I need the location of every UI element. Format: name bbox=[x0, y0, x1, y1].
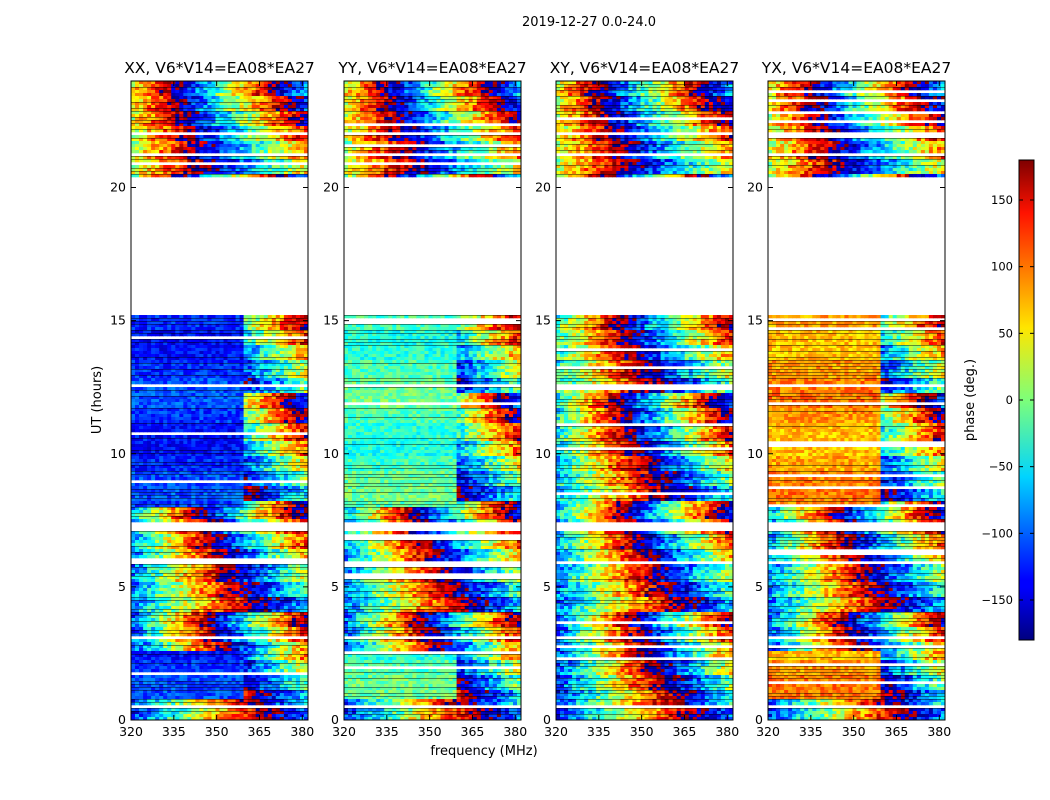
y-axis-label: UT (hours) bbox=[90, 366, 105, 434]
x-tick-label: 380 bbox=[503, 724, 527, 739]
x-tick-label: 320 bbox=[332, 724, 356, 739]
y-tick-label: 20 bbox=[747, 180, 763, 195]
colorbar-tick-label: 100 bbox=[991, 260, 1013, 274]
y-tick-label: 20 bbox=[110, 180, 126, 195]
x-tick-label: 335 bbox=[587, 724, 611, 739]
panel-title: XY, V6*V14=EA08*EA27 bbox=[550, 59, 739, 77]
panel: XX, V6*V14=EA08*EA27 320 335 350 365 380 0 5 10 1… bbox=[110, 59, 315, 739]
y-tick-label: 10 bbox=[535, 446, 551, 461]
colorbar-tick-label: 50 bbox=[998, 326, 1013, 340]
colorbar-tick-label: 0 bbox=[1006, 393, 1013, 407]
y-tick-label: 20 bbox=[323, 180, 339, 195]
y-tick-label: 15 bbox=[323, 313, 339, 328]
colorbar-tick-label: −100 bbox=[981, 526, 1013, 540]
panel-title: YY, V6*V14=EA08*EA27 bbox=[337, 59, 526, 77]
x-tick-label: 320 bbox=[544, 724, 568, 739]
y-tick-label: 15 bbox=[535, 313, 551, 328]
x-tick-label: 350 bbox=[418, 724, 442, 739]
x-tick-label: 365 bbox=[885, 724, 909, 739]
x-axis-label: frequency (MHz) bbox=[430, 744, 537, 759]
x-tick-label: 335 bbox=[375, 724, 399, 739]
x-tick-label: 350 bbox=[842, 724, 866, 739]
y-tick-label: 5 bbox=[543, 579, 551, 594]
y-tick-label: 10 bbox=[110, 446, 126, 461]
colorbar-tick-label: 150 bbox=[991, 193, 1013, 207]
y-tick-label: 5 bbox=[331, 579, 339, 594]
x-tick-label: 380 bbox=[927, 724, 951, 739]
panel: YX, V6*V14=EA08*EA27 320 335 350 365 380 0 5 10 1… bbox=[747, 59, 951, 739]
panel-title: YX, V6*V14=EA08*EA27 bbox=[761, 59, 951, 77]
y-tick-label: 15 bbox=[747, 313, 763, 328]
y-tick-label: 0 bbox=[755, 712, 763, 727]
x-tick-label: 365 bbox=[461, 724, 485, 739]
colorbar-label: phase (deg.) bbox=[963, 359, 978, 441]
x-tick-label: 365 bbox=[248, 724, 272, 739]
y-tick-label: 0 bbox=[118, 712, 126, 727]
panels: XX, V6*V14=EA08*EA27 320 335 350 365 380 0 5 10 1… bbox=[110, 59, 951, 739]
panel-title: XX, V6*V14=EA08*EA27 bbox=[124, 59, 315, 77]
plot-frame bbox=[130, 80, 309, 721]
plot-frame bbox=[767, 80, 946, 721]
x-tick-label: 380 bbox=[715, 724, 739, 739]
x-tick-label: 335 bbox=[162, 724, 186, 739]
x-tick-label: 365 bbox=[673, 724, 697, 739]
y-tick-label: 0 bbox=[331, 712, 339, 727]
colorbar: 150 100 50 0 −50 −100 −150 phase (deg.) bbox=[963, 159, 1035, 641]
phase-heatmap bbox=[556, 81, 733, 720]
x-tick-label: 320 bbox=[119, 724, 143, 739]
phase-heatmap bbox=[768, 81, 945, 720]
plot-frame bbox=[555, 80, 734, 721]
x-tick-label: 335 bbox=[799, 724, 823, 739]
colorbar-tick-label: −50 bbox=[989, 460, 1013, 474]
phase-heatmap bbox=[131, 81, 308, 720]
panel: YY, V6*V14=EA08*EA27 320 335 350 365 380 0 5 10 1… bbox=[323, 59, 527, 739]
x-tick-label: 350 bbox=[205, 724, 229, 739]
y-tick-label: 5 bbox=[755, 579, 763, 594]
suptitle: 2019-12-27 0.0-24.0 bbox=[522, 15, 656, 30]
y-tick-label: 10 bbox=[323, 446, 339, 461]
colorbar-tick-label: −150 bbox=[981, 593, 1013, 607]
plot-frame bbox=[343, 80, 522, 721]
colorbar-ticks: 150 100 50 0 −50 −100 −150 bbox=[981, 193, 1034, 607]
panel: XY, V6*V14=EA08*EA27 320 335 350 365 380 0 5 10 1… bbox=[535, 59, 739, 739]
x-tick-label: 380 bbox=[290, 724, 314, 739]
phase-heatmap bbox=[344, 81, 521, 720]
y-tick-label: 10 bbox=[747, 446, 763, 461]
y-tick-label: 15 bbox=[110, 313, 126, 328]
x-tick-label: 320 bbox=[756, 724, 780, 739]
y-tick-label: 20 bbox=[535, 180, 551, 195]
y-tick-label: 5 bbox=[118, 579, 126, 594]
x-tick-label: 350 bbox=[630, 724, 654, 739]
y-tick-label: 0 bbox=[543, 712, 551, 727]
